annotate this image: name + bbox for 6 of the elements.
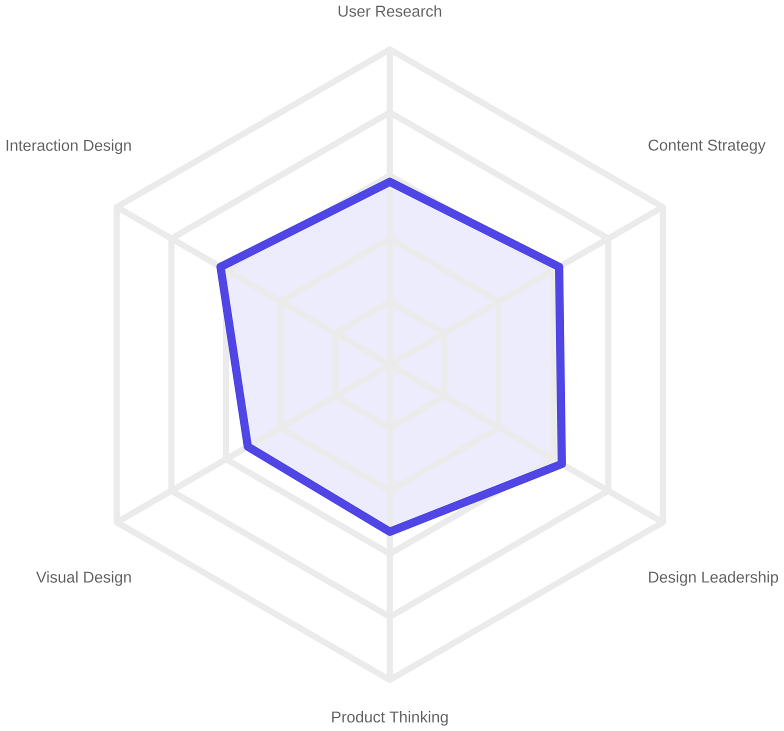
spoke-label: Design Leadership <box>649 571 778 586</box>
spoke-label: Content Strategy <box>648 140 766 154</box>
spoke-label: Interaction Design <box>6 139 131 154</box>
spoke-label: Visual Design <box>36 571 131 586</box>
spoke-label: Product Thinking <box>332 711 448 726</box>
spoke-label: User Research <box>338 5 442 17</box>
